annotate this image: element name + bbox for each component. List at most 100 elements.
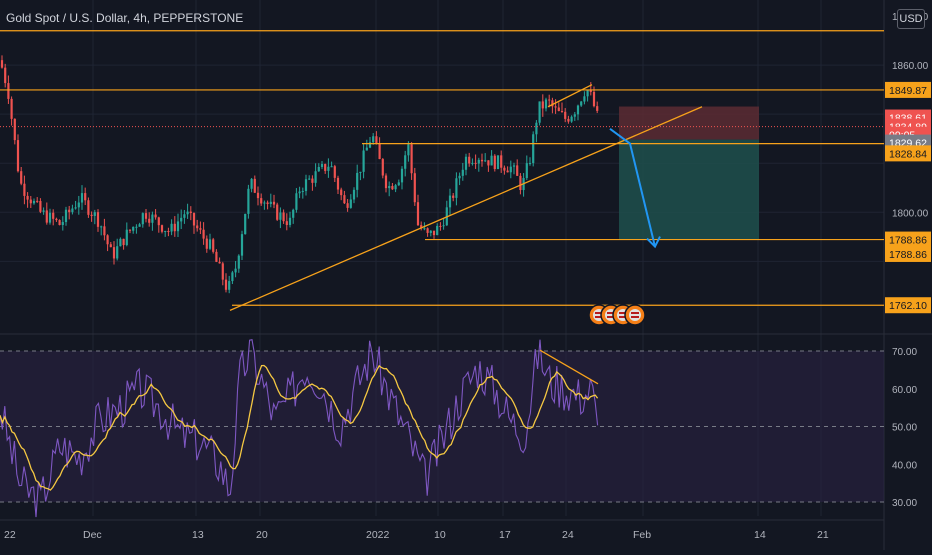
candle-body <box>42 210 45 212</box>
time-tick-label: 21 <box>817 529 829 541</box>
candle-body <box>301 190 304 192</box>
candle-body <box>106 235 109 245</box>
candle-body <box>256 192 260 199</box>
price-badge-label: 1788.86 <box>889 235 927 247</box>
candles <box>0 55 599 294</box>
candle-body <box>276 204 279 220</box>
rsi-tick-label: 50.00 <box>892 423 917 434</box>
candle-body <box>493 155 496 170</box>
candle-body <box>20 171 23 184</box>
candle-body <box>144 213 148 219</box>
candle-body <box>397 182 400 186</box>
candle-body <box>308 178 311 180</box>
candle-body <box>231 272 234 282</box>
projection-arrowhead <box>646 236 661 249</box>
candle-body <box>192 213 196 226</box>
candle-body <box>247 188 250 214</box>
candle-body <box>237 255 240 269</box>
candle-body <box>138 224 141 227</box>
price-tick-label: 1800.00 <box>892 208 929 219</box>
candle-body <box>160 225 164 232</box>
candle-body <box>455 178 458 198</box>
candle-body <box>157 217 160 226</box>
candle-body <box>119 238 122 247</box>
candle-body <box>77 202 80 208</box>
candle-body <box>589 90 592 92</box>
candle-body <box>285 221 288 225</box>
candle-body <box>468 156 471 164</box>
candle-body <box>282 212 285 222</box>
candle-body <box>58 220 61 226</box>
candle-body <box>10 98 13 119</box>
price-badge-level <box>885 81 931 98</box>
price-badge-level <box>885 145 931 162</box>
candle-body <box>330 166 333 168</box>
flag-icon[interactable] <box>588 302 646 328</box>
candle-body <box>314 171 317 183</box>
candle-body <box>71 208 74 213</box>
target-zone <box>619 139 759 240</box>
trend-line <box>229 106 703 311</box>
candle-body <box>352 189 356 200</box>
candle-body <box>320 164 324 167</box>
candle-body <box>288 217 292 225</box>
rsi-tick-label: 40.00 <box>892 460 917 471</box>
candle-body <box>407 144 410 156</box>
candle-body <box>154 214 157 218</box>
time-tick-label: 14 <box>754 529 766 541</box>
candle-body <box>343 195 346 204</box>
candle-body <box>125 229 128 246</box>
time-tick-label: 10 <box>434 529 446 541</box>
rsi-tick-label: 30.00 <box>892 498 917 509</box>
candle-body <box>538 101 541 123</box>
candle-body <box>570 116 573 122</box>
candle-body <box>304 179 308 191</box>
candle-body <box>311 178 314 183</box>
candle-body <box>23 183 26 196</box>
candle-body <box>560 110 564 112</box>
candle-body <box>333 166 336 178</box>
candle-body <box>512 165 516 167</box>
candle-body <box>167 230 170 232</box>
candle-body <box>532 134 535 164</box>
candle-body <box>164 230 167 232</box>
candle-body <box>378 143 381 160</box>
candle-body <box>586 90 589 97</box>
candle-body <box>7 83 10 99</box>
candle-body <box>13 118 16 141</box>
candle-body <box>109 244 112 248</box>
candle-body <box>567 118 570 122</box>
candle-body <box>458 175 461 179</box>
candle-body <box>148 218 151 223</box>
candle-body <box>349 199 352 208</box>
price-tick-label: 1860.00 <box>892 61 929 72</box>
candle-body <box>189 211 192 214</box>
candle-body <box>279 212 282 220</box>
candle-body <box>365 147 368 151</box>
candle-body <box>471 162 474 164</box>
rsi-divergence-line <box>539 349 599 385</box>
wedge-line <box>547 84 593 108</box>
candle-body <box>413 173 416 203</box>
time-tick-label: 20 <box>256 529 268 541</box>
rsi-line <box>0 339 599 518</box>
chart-title: Gold Spot / U.S. Dollar, 4h, PEPPERSTONE <box>6 11 244 25</box>
candle-body <box>176 221 180 232</box>
candle-body <box>340 189 343 196</box>
candle-body <box>528 163 532 165</box>
candle-body <box>260 198 263 204</box>
candle-body <box>39 200 42 212</box>
candle-body <box>263 202 266 204</box>
candle-body <box>116 246 119 259</box>
candle-body <box>509 166 512 173</box>
candle-body <box>503 167 506 171</box>
candle-body <box>32 200 36 204</box>
candle-body <box>336 177 340 190</box>
economic-events-icons[interactable] <box>588 302 646 328</box>
candle-body <box>45 210 48 223</box>
candle-body <box>208 239 212 249</box>
candle-body <box>61 222 64 226</box>
currency-badge[interactable]: USD <box>897 9 925 29</box>
